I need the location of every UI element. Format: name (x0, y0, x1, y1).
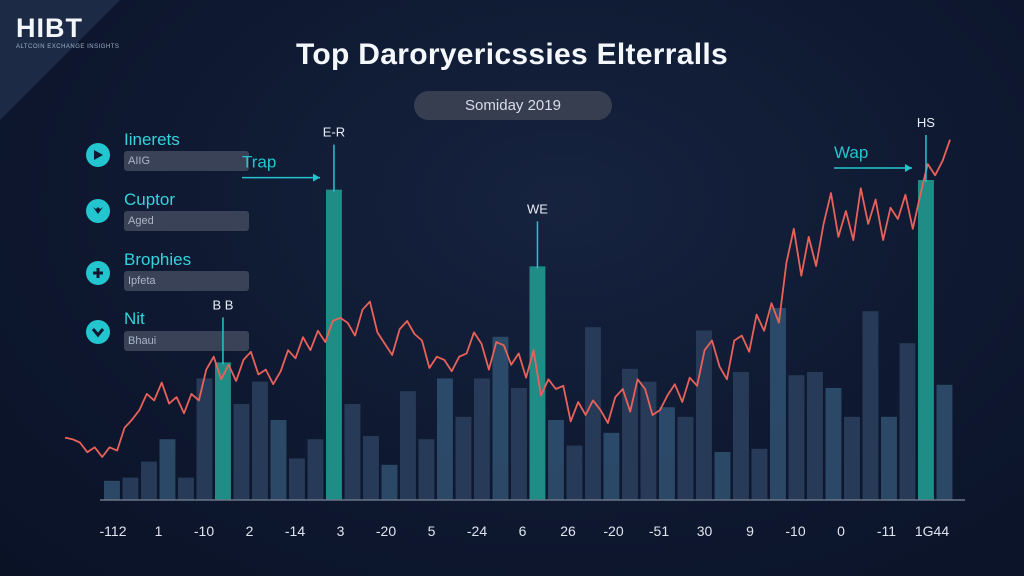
x-tick-label: -20 (603, 523, 623, 539)
bar (474, 378, 490, 500)
bar (104, 480, 120, 500)
shield-icon (86, 199, 110, 223)
x-tick-label: 30 (697, 523, 713, 539)
bar (659, 407, 675, 500)
bar (437, 378, 453, 500)
brand-tagline: ALTCOIN EXCHANGE INSIGHTS (16, 44, 120, 50)
check-icon (86, 320, 110, 344)
bar (511, 388, 527, 500)
bar (344, 404, 361, 500)
bar (788, 375, 805, 500)
x-tick-label: 5 (428, 523, 436, 539)
x-tick-label: -51 (649, 523, 669, 539)
chart-title: Top Daroryericssies Elterralls (296, 38, 728, 71)
legend-field[interactable]: Aged (124, 211, 249, 231)
legend-label: Iinerets (124, 130, 180, 149)
x-tick-label: 2 (246, 523, 254, 539)
callout-label: HS (917, 115, 935, 130)
play-icon (86, 143, 110, 167)
bar (196, 378, 213, 500)
x-tick-label: 6 (519, 523, 527, 539)
bar (492, 336, 509, 500)
series-line (64, 139, 951, 458)
brand-name: HIBT (16, 13, 83, 43)
corner-decoration (0, 0, 120, 120)
bar (714, 452, 731, 500)
x-tick-label: 26 (560, 523, 576, 539)
x-tick-label: 9 (746, 523, 754, 539)
bar (122, 477, 139, 500)
bar (918, 180, 934, 500)
bar (881, 416, 897, 500)
x-tick-label: -11 (877, 523, 896, 539)
callout-label: E-R (323, 125, 345, 140)
bar (936, 384, 953, 500)
bar (178, 477, 194, 500)
bar (381, 464, 398, 500)
bar (844, 416, 860, 500)
arrow-head (905, 164, 912, 172)
bar (640, 381, 657, 500)
bar (677, 416, 694, 500)
bar (289, 458, 305, 500)
x-tick-label: -24 (467, 523, 487, 539)
arrow-head (313, 173, 320, 182)
legend-field[interactable]: AIIG (124, 151, 249, 171)
x-tick-label: -14 (285, 523, 305, 539)
bar (529, 266, 546, 500)
brand-logo: HIBT ALTCOIN EXCHANGE INSIGHTS (16, 14, 119, 50)
bar (862, 311, 879, 500)
bar (899, 343, 916, 500)
bar (733, 372, 749, 500)
bar (807, 372, 823, 500)
callout-label: B B (212, 297, 233, 312)
x-tick-label: 1 (155, 523, 163, 539)
bar (825, 388, 842, 500)
legend-label: Brophies (124, 250, 192, 269)
x-tick-label: -20 (376, 523, 396, 539)
x-tick-label: -10 (785, 523, 805, 539)
bar (400, 391, 416, 500)
x-tick-label: 1G44 (915, 523, 949, 539)
x-tick-label: 0 (837, 523, 845, 539)
bar (751, 448, 768, 500)
bar (603, 432, 620, 500)
arrow-label: Trap (242, 153, 276, 172)
bar (566, 445, 583, 500)
bar (326, 189, 342, 500)
bar (307, 439, 324, 500)
x-tick-label: 3 (337, 523, 345, 539)
bar (455, 416, 472, 500)
legend-label: Cuptor (124, 190, 176, 209)
bar (233, 404, 250, 500)
bar (548, 420, 564, 500)
callout-label: WE (527, 201, 548, 216)
plus-icon (86, 261, 110, 285)
arrow-label: Wap (834, 143, 868, 162)
x-tick-label: -10 (194, 523, 214, 539)
legend-label: Nit (124, 309, 145, 328)
bar (770, 308, 786, 500)
x-tick-label: -112 (100, 523, 127, 539)
bar (141, 461, 157, 500)
legend-field[interactable]: Bhaui (124, 331, 249, 351)
bar (418, 439, 435, 500)
bar (270, 420, 287, 500)
bar (159, 439, 176, 500)
bar (252, 381, 268, 500)
bar (215, 362, 231, 500)
bar (363, 436, 379, 500)
date-selector[interactable]: Somiday 2019 (414, 91, 612, 120)
legend-field[interactable]: Ipfeta (124, 271, 249, 291)
bar (585, 327, 601, 500)
